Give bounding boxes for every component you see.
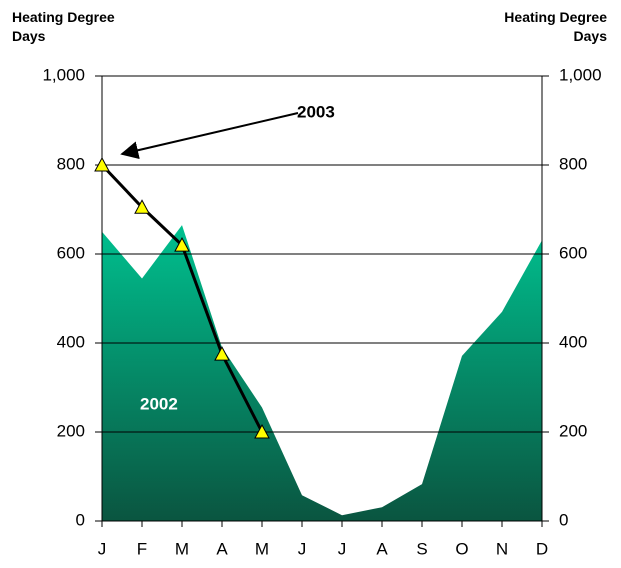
- x-tick-label: M: [255, 539, 269, 558]
- x-tick-label: J: [98, 539, 107, 558]
- series-label-2002: 2002: [140, 394, 178, 413]
- y-tick-label: 1,000: [42, 65, 85, 84]
- x-tick-label: A: [376, 539, 388, 558]
- x-tick-label: M: [175, 539, 189, 558]
- x-tick-label: S: [416, 539, 427, 558]
- y2-tick-label: 600: [559, 243, 587, 262]
- y2-tick-label: 1,000: [559, 65, 602, 84]
- marker-2003: [134, 199, 150, 214]
- x-tick-label: N: [496, 539, 508, 558]
- y2-axis-title: Heating Degree Days: [504, 9, 607, 44]
- x-tick-label: F: [137, 539, 147, 558]
- y-axis-title: Heating Degree Days: [12, 9, 115, 44]
- x-tick-label: A: [216, 539, 228, 558]
- x-tick-label: O: [455, 539, 468, 558]
- y-tick-label: 0: [76, 510, 85, 529]
- marker-2003: [254, 423, 270, 439]
- y-tick-label: 600: [57, 243, 85, 262]
- marker-2003: [214, 346, 230, 361]
- x-tick-label: J: [298, 539, 307, 558]
- x-tick-label: D: [536, 539, 548, 558]
- y-tick-label: 400: [57, 332, 85, 351]
- y-tick-label: 800: [57, 154, 85, 173]
- marker-2003: [174, 237, 190, 252]
- x-tick-label: J: [338, 539, 347, 558]
- y2-tick-label: 200: [559, 421, 587, 440]
- area-2002: [102, 225, 542, 521]
- series-label-2003: 2003: [297, 102, 335, 121]
- y2-tick-label: 400: [559, 332, 587, 351]
- y-tick-label: 200: [57, 421, 85, 440]
- annotation-arrow: [120, 112, 299, 160]
- marker-2003: [94, 156, 110, 172]
- y2-tick-label: 0: [559, 510, 568, 529]
- y2-tick-label: 800: [559, 154, 587, 173]
